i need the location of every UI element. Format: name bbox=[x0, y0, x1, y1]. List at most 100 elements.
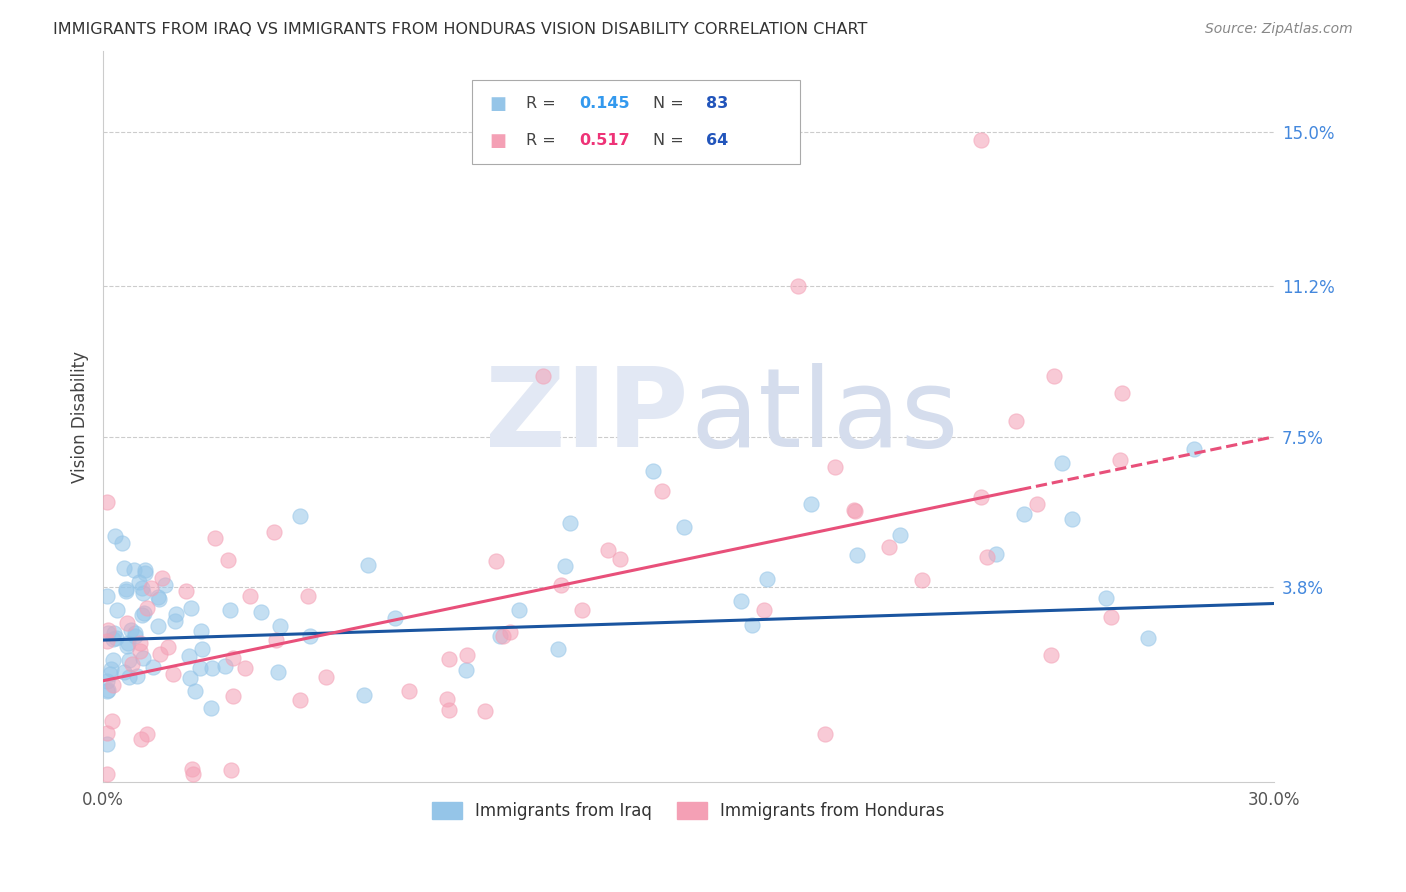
Point bbox=[269, 618, 291, 632]
Point bbox=[129, 732, 152, 747]
Point bbox=[165, 607, 187, 621]
Point bbox=[124, 629, 146, 643]
Text: ZIP: ZIP bbox=[485, 363, 689, 470]
Point bbox=[1012, 507, 1035, 521]
Point bbox=[97, 682, 120, 697]
Point bbox=[132, 586, 155, 600]
Point bbox=[136, 726, 159, 740]
Text: ■: ■ bbox=[489, 95, 506, 112]
Point bbox=[1026, 497, 1049, 511]
Point bbox=[814, 726, 837, 740]
Text: R =: R = bbox=[526, 96, 561, 111]
Point bbox=[128, 574, 150, 589]
Point bbox=[288, 693, 311, 707]
Point bbox=[1111, 386, 1133, 401]
Point bbox=[239, 590, 262, 604]
Point bbox=[398, 683, 420, 698]
Point bbox=[148, 591, 170, 606]
Text: 64: 64 bbox=[706, 133, 728, 148]
Point bbox=[180, 601, 202, 615]
Point bbox=[800, 497, 823, 511]
Point bbox=[550, 578, 572, 592]
Point bbox=[1042, 368, 1064, 383]
Point bbox=[177, 649, 200, 664]
Point bbox=[121, 657, 143, 672]
Point bbox=[124, 626, 146, 640]
Point bbox=[117, 640, 139, 654]
Point bbox=[131, 608, 153, 623]
Point bbox=[100, 662, 122, 676]
Point bbox=[846, 548, 869, 562]
Point bbox=[118, 670, 141, 684]
Point bbox=[180, 762, 202, 776]
Point bbox=[134, 563, 156, 577]
Point bbox=[754, 603, 776, 617]
Point bbox=[1095, 591, 1118, 605]
Point bbox=[221, 763, 243, 777]
Point bbox=[984, 547, 1007, 561]
Point bbox=[132, 650, 155, 665]
Point bbox=[1050, 456, 1073, 470]
Point bbox=[877, 540, 900, 554]
Point bbox=[150, 571, 173, 585]
Point bbox=[1182, 442, 1205, 457]
Text: 0.145: 0.145 bbox=[579, 96, 630, 111]
Point bbox=[96, 767, 118, 781]
Point bbox=[114, 583, 136, 598]
Point bbox=[1108, 452, 1130, 467]
Point bbox=[162, 667, 184, 681]
Point bbox=[96, 673, 118, 688]
Point bbox=[437, 652, 460, 666]
Point bbox=[103, 632, 125, 646]
Point bbox=[101, 678, 124, 692]
Point bbox=[105, 631, 128, 645]
Point bbox=[596, 543, 619, 558]
Point bbox=[970, 133, 993, 147]
Text: N =: N = bbox=[654, 133, 689, 148]
Point bbox=[219, 602, 242, 616]
Point bbox=[250, 605, 273, 619]
Point bbox=[290, 509, 312, 524]
Text: 83: 83 bbox=[706, 96, 728, 111]
Point bbox=[134, 606, 156, 620]
Point bbox=[174, 584, 197, 599]
Legend: Immigrants from Iraq, Immigrants from Honduras: Immigrants from Iraq, Immigrants from Ho… bbox=[425, 795, 952, 827]
Point bbox=[571, 603, 593, 617]
Point bbox=[141, 581, 163, 595]
Point bbox=[672, 520, 695, 534]
Point bbox=[267, 665, 290, 680]
Point bbox=[554, 559, 576, 574]
Point bbox=[120, 623, 142, 637]
Point bbox=[730, 594, 752, 608]
Point bbox=[188, 661, 211, 675]
Point bbox=[558, 516, 581, 530]
Point bbox=[96, 589, 118, 603]
Point bbox=[263, 524, 285, 539]
Point bbox=[96, 737, 118, 751]
Point bbox=[181, 767, 204, 781]
Text: Source: ZipAtlas.com: Source: ZipAtlas.com bbox=[1205, 22, 1353, 37]
Point bbox=[353, 688, 375, 702]
Point bbox=[266, 633, 288, 648]
Point bbox=[129, 636, 152, 650]
Point bbox=[436, 691, 458, 706]
Point bbox=[844, 504, 866, 518]
Point bbox=[114, 561, 136, 575]
Point bbox=[976, 549, 998, 564]
Point bbox=[179, 671, 201, 685]
Text: 0.517: 0.517 bbox=[579, 133, 630, 148]
Point bbox=[201, 661, 224, 675]
Point bbox=[741, 617, 763, 632]
Point bbox=[103, 626, 125, 640]
Point bbox=[297, 589, 319, 603]
Point bbox=[1099, 610, 1122, 624]
Point bbox=[105, 603, 128, 617]
Point bbox=[384, 611, 406, 625]
Point bbox=[641, 464, 664, 478]
Text: N =: N = bbox=[654, 96, 689, 111]
Point bbox=[970, 491, 993, 505]
Point bbox=[315, 670, 337, 684]
FancyBboxPatch shape bbox=[472, 80, 800, 164]
Point bbox=[118, 653, 141, 667]
Point bbox=[1136, 631, 1159, 645]
